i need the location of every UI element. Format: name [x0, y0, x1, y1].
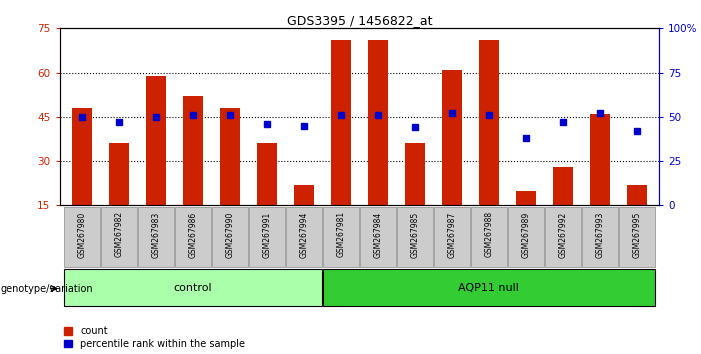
Legend: count, percentile rank within the sample: count, percentile rank within the sample [64, 326, 245, 349]
Bar [515, 190, 536, 205]
Bar [294, 185, 314, 205]
Text: GSM267985: GSM267985 [410, 211, 419, 258]
FancyBboxPatch shape [508, 207, 543, 267]
Text: GSM267989: GSM267989 [522, 211, 530, 258]
Text: GSM267995: GSM267995 [632, 211, 641, 258]
Text: GSM267981: GSM267981 [336, 211, 346, 257]
Bar [257, 143, 277, 205]
Text: GSM267980: GSM267980 [77, 211, 86, 258]
FancyBboxPatch shape [434, 207, 470, 267]
Bar [109, 143, 129, 205]
Text: GSM267983: GSM267983 [151, 211, 161, 258]
Bar [367, 40, 388, 205]
Text: GSM267988: GSM267988 [484, 211, 494, 257]
Bar [182, 96, 203, 205]
Text: AQP11 null: AQP11 null [458, 282, 519, 293]
FancyBboxPatch shape [64, 207, 100, 267]
FancyBboxPatch shape [175, 207, 210, 267]
Title: GDS3395 / 1456822_at: GDS3395 / 1456822_at [287, 14, 432, 27]
Text: genotype/variation: genotype/variation [1, 284, 93, 293]
FancyBboxPatch shape [471, 207, 507, 267]
Bar [331, 40, 351, 205]
Bar [72, 108, 92, 205]
FancyBboxPatch shape [138, 207, 174, 267]
FancyBboxPatch shape [64, 269, 322, 306]
Text: GSM267992: GSM267992 [558, 211, 567, 258]
Text: GSM267993: GSM267993 [595, 211, 604, 258]
FancyBboxPatch shape [619, 207, 655, 267]
Text: GSM267990: GSM267990 [225, 211, 234, 258]
Bar [404, 143, 425, 205]
Bar [146, 75, 166, 205]
FancyBboxPatch shape [101, 207, 137, 267]
Bar [442, 70, 462, 205]
Bar [552, 167, 573, 205]
FancyBboxPatch shape [323, 269, 655, 306]
FancyBboxPatch shape [582, 207, 618, 267]
FancyBboxPatch shape [286, 207, 322, 267]
Text: GSM267991: GSM267991 [262, 211, 271, 258]
Text: GSM267987: GSM267987 [447, 211, 456, 258]
FancyBboxPatch shape [545, 207, 580, 267]
Text: GSM267982: GSM267982 [114, 211, 123, 257]
Bar [627, 185, 647, 205]
Text: GSM267984: GSM267984 [373, 211, 382, 258]
Bar [219, 108, 240, 205]
FancyBboxPatch shape [397, 207, 433, 267]
Text: control: control [173, 282, 212, 293]
Text: GSM267986: GSM267986 [189, 211, 197, 258]
FancyBboxPatch shape [360, 207, 395, 267]
Text: GSM267994: GSM267994 [299, 211, 308, 258]
FancyBboxPatch shape [323, 207, 358, 267]
FancyBboxPatch shape [249, 207, 285, 267]
Bar [590, 114, 610, 205]
Bar [479, 40, 499, 205]
FancyBboxPatch shape [212, 207, 247, 267]
